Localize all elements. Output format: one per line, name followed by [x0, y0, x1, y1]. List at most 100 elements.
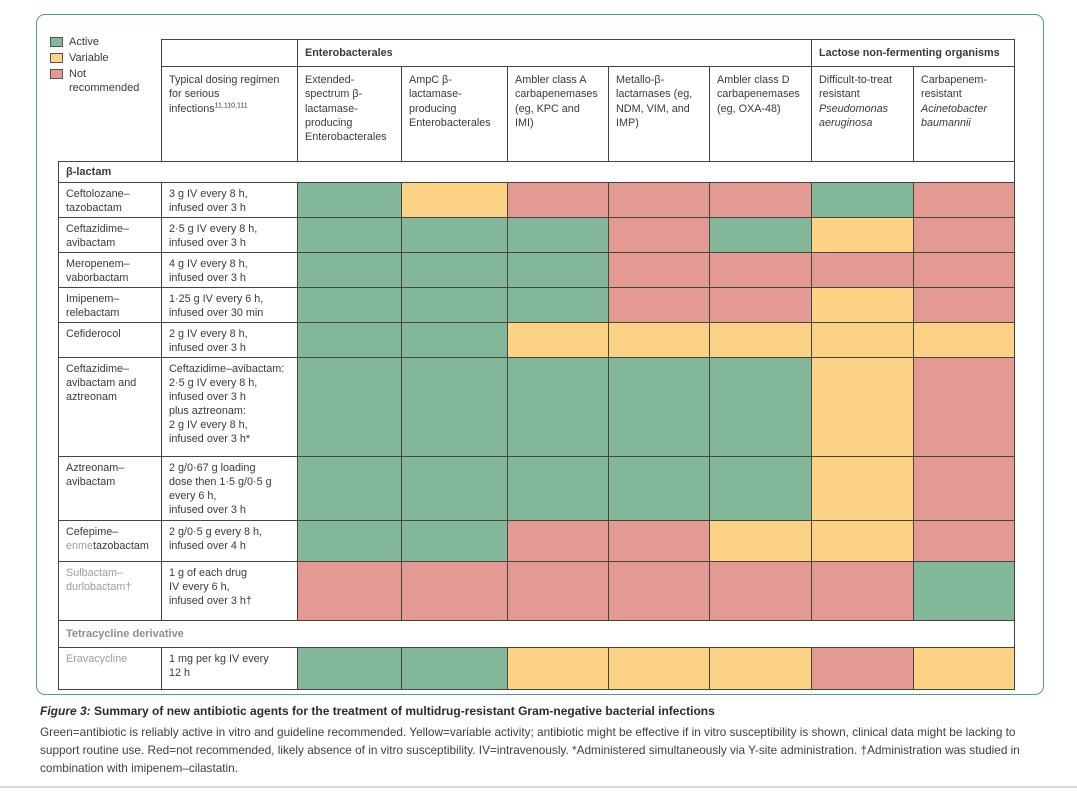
status-cell [402, 183, 507, 217]
status-cell [812, 358, 913, 456]
status-cell [298, 253, 401, 287]
status-cell [710, 358, 811, 456]
legend-label: Variable [69, 52, 109, 65]
status-cell [298, 358, 401, 456]
status-cell [812, 323, 913, 357]
dosing-cell: 4 g IV every 8 h, infused over 3 h [162, 253, 297, 287]
status-cell [914, 521, 1014, 561]
status-cell [609, 183, 709, 217]
status-cell [402, 218, 507, 252]
drug-name-cell: Ceftazidime– avibactam [59, 218, 161, 252]
dosing-cell: 2 g IV every 8 h, infused over 3 h [162, 323, 297, 357]
drug-name-part: tazobactam [66, 202, 122, 215]
status-cell [508, 323, 608, 357]
status-cell [812, 562, 913, 620]
status-cell [914, 457, 1014, 520]
column-header-0: Extended-spectrum β-lactamase-producing … [298, 67, 401, 161]
status-cell [298, 288, 401, 322]
dosing-column-header: Typical dosing regimen for serious infec… [162, 67, 297, 161]
status-cell [812, 648, 913, 689]
status-cell [812, 521, 913, 561]
dosing-cell: 1·25 g IV every 6 h, infused over 30 min [162, 288, 297, 322]
status-cell [710, 521, 811, 561]
status-cell [914, 183, 1014, 217]
status-cell [812, 183, 913, 217]
status-cell [914, 288, 1014, 322]
status-cell [508, 562, 608, 620]
status-cell [609, 288, 709, 322]
status-cell [710, 218, 811, 252]
dosing-cell: 1 g of each drug IV every 6 h, infused ove… [162, 562, 297, 620]
status-cell [710, 562, 811, 620]
drug-name-part: relebactam [66, 307, 120, 320]
status-cell [609, 521, 709, 561]
dosing-cell: 2·5 g IV every 8 h, infused over 3 h [162, 218, 297, 252]
figure-frame: Active Variable Not recommended Enterobact… [36, 14, 1044, 695]
status-cell [914, 323, 1014, 357]
table-header: Enterobacterales Lactose non-fermenting o… [161, 39, 1015, 162]
status-cell [812, 253, 913, 287]
caption-title: Summary of new antibiotic agents for the… [94, 704, 715, 718]
status-cell [609, 323, 709, 357]
drug-name-part: Ceftazidime– [66, 223, 130, 235]
status-cell [609, 253, 709, 287]
drug-name-cell: Imipenem– relebactam [59, 288, 161, 322]
window-bottom-edge [0, 786, 1077, 788]
status-cell [710, 288, 811, 322]
drug-name-cell: Sulbactam– durlobactam† [59, 562, 161, 620]
status-cell [508, 183, 608, 217]
status-cell [609, 457, 709, 520]
status-cell [298, 562, 401, 620]
figure-caption: Figure 3: Summary of new antibiotic agen… [40, 704, 1044, 777]
reference-superscript: 11,110,111 [214, 101, 248, 109]
status-cell [508, 218, 608, 252]
drug-name-cell: Eravacycline [59, 648, 161, 689]
status-cell [402, 562, 507, 620]
column-header-6: Carbapenem-resistant Acinetobacter bauma… [914, 67, 1014, 161]
status-cell [298, 457, 401, 520]
group-header-lactose-non-fermenting-organisms: Lactose non-fermenting organisms [812, 40, 1014, 66]
status-cell [402, 457, 507, 520]
drug-name-part: Cefiderocol [66, 328, 121, 340]
drug-name-part: tazobactam [93, 540, 149, 553]
drug-name-part: enme [66, 540, 94, 553]
status-cell [508, 358, 608, 456]
status-cell [508, 253, 608, 287]
status-cell [508, 288, 608, 322]
status-cell [812, 457, 913, 520]
status-cell [710, 457, 811, 520]
drug-name-part: Cefepime– [66, 526, 119, 538]
status-cell [914, 358, 1014, 456]
status-cell [914, 562, 1014, 620]
not-recommended-swatch-icon [50, 69, 63, 80]
dosing-cell: Ceftazidime–avibactam: 2·5 g IV every 8 h… [162, 358, 297, 456]
status-cell [710, 648, 811, 689]
legend-item-variable: Variable [50, 52, 162, 65]
drug-name-part: Aztreonam– [66, 462, 125, 474]
drug-name-cell: Meropenem– vaborbactam [59, 253, 161, 287]
drug-name-part: Sulbactam– [66, 567, 124, 579]
legend: Active Variable Not recommended [50, 36, 162, 98]
status-cell [508, 521, 608, 561]
status-cell [402, 648, 507, 689]
drug-name-part: Ceftolozane– [66, 188, 130, 200]
drug-name-part: durlobactam† [66, 581, 132, 594]
status-cell [710, 183, 811, 217]
column-header-4: Ambler class D carbapenemases (eg, OXA-4… [710, 67, 811, 161]
status-cell [298, 323, 401, 357]
drug-name-cell: Cefiderocol [59, 323, 161, 357]
drug-name-part: vaborbactam [66, 272, 129, 285]
status-cell [609, 648, 709, 689]
status-cell [914, 253, 1014, 287]
status-cell [402, 288, 507, 322]
column-header-5: Difficult-to-treat resistant Pseudomonas… [812, 67, 913, 161]
status-cell [914, 218, 1014, 252]
legend-item-not-recommended: Not recommended [50, 68, 162, 94]
caption-heading: Figure 3: Summary of new antibiotic agen… [40, 704, 1044, 720]
status-cell [298, 218, 401, 252]
drug-name-part: aztreonam [66, 391, 118, 404]
drug-name-cell: Cefepime– enmetazobactam [59, 521, 161, 561]
drug-name-part: avibactam [66, 237, 116, 250]
status-cell [609, 218, 709, 252]
status-cell [812, 218, 913, 252]
